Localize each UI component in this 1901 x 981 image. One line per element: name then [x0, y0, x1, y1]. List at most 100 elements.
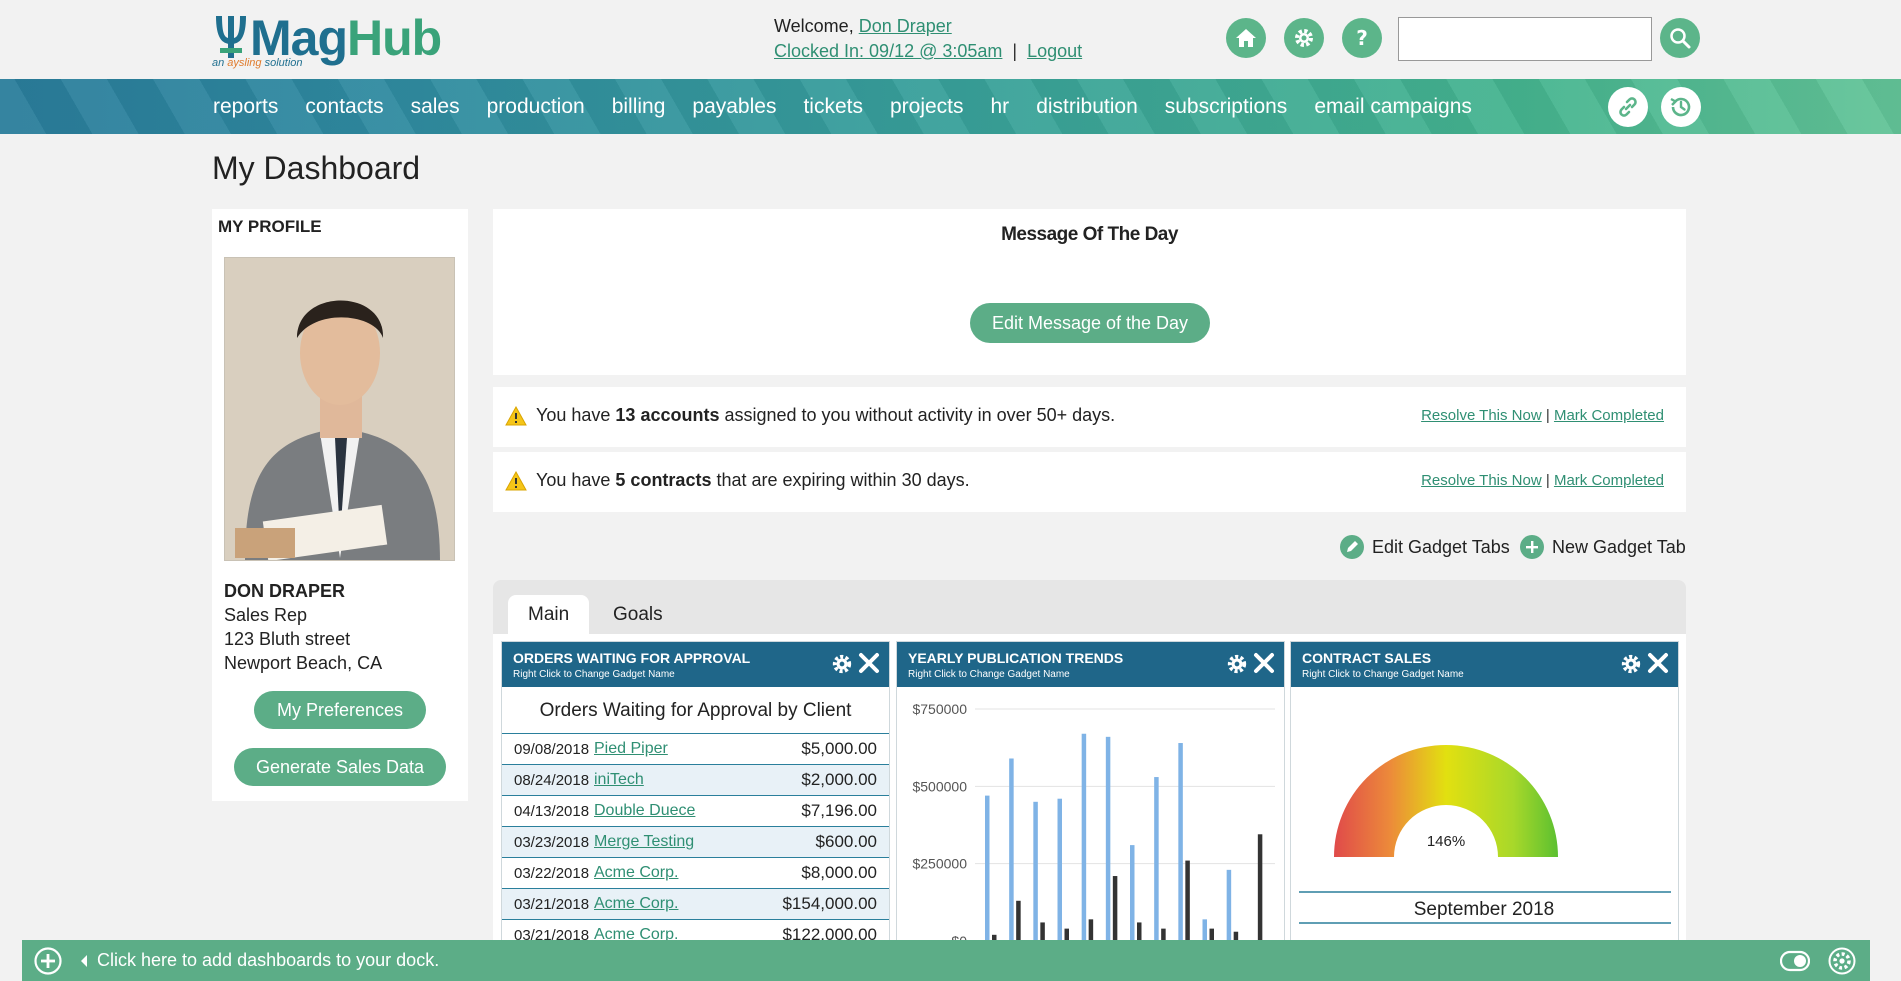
- gear-icon[interactable]: [831, 653, 853, 675]
- profile-heading: MY PROFILE: [218, 217, 322, 236]
- order-client-link[interactable]: Double Duece: [594, 802, 696, 819]
- gear-icon[interactable]: [1828, 947, 1856, 975]
- top-header: MagHub an aysling solution Welcome, Don …: [0, 0, 1901, 79]
- logout-link[interactable]: Logout: [1027, 41, 1083, 61]
- bar-series1[interactable]: [1202, 919, 1208, 940]
- close-icon[interactable]: [1252, 651, 1276, 675]
- order-client-link[interactable]: Pied Piper: [594, 740, 668, 757]
- maghub-logo[interactable]: MagHub an aysling solution: [210, 10, 442, 72]
- nav-item-hr[interactable]: hr: [990, 94, 1010, 118]
- alert-accounts: You have 13 accounts assigned to you wit…: [493, 387, 1686, 447]
- dashboard-dock[interactable]: Click here to add dashboards to your doc…: [22, 940, 1870, 981]
- nav-item-email-campaigns[interactable]: email campaigns: [1314, 94, 1472, 118]
- generate-sales-data-button[interactable]: Generate Sales Data: [234, 748, 446, 786]
- publication-trends-gadget: YEARLY PUBLICATION TRENDS Right Click to…: [896, 641, 1285, 941]
- alert-contracts: You have 5 contracts that are expiring w…: [493, 452, 1686, 512]
- resolve-link[interactable]: Resolve This Now: [1421, 407, 1542, 424]
- alert-actions: Resolve This Now | Mark Completed: [1421, 407, 1664, 424]
- bar-series2[interactable]: [1209, 928, 1215, 940]
- bar-series2[interactable]: [1185, 860, 1190, 940]
- mark-completed-link[interactable]: Mark Completed: [1553, 407, 1664, 424]
- edit-motd-button[interactable]: Edit Message of the Day: [970, 303, 1210, 343]
- nav-item-projects[interactable]: projects: [889, 94, 964, 118]
- search-input[interactable]: [1398, 17, 1652, 61]
- orders-heading: Orders Waiting for Approval by Client: [502, 700, 889, 734]
- nav-item-sales[interactable]: sales: [410, 94, 460, 118]
- bar-series1[interactable]: [1057, 798, 1063, 940]
- gadget-header[interactable]: YEARLY PUBLICATION TRENDS Right Click to…: [897, 642, 1284, 687]
- home-button[interactable]: [1226, 18, 1266, 58]
- close-icon[interactable]: [1646, 651, 1670, 675]
- toggle-icon[interactable]: [1780, 949, 1810, 973]
- search-button[interactable]: [1660, 18, 1700, 58]
- links-button[interactable]: [1608, 87, 1648, 127]
- bar-series1[interactable]: [985, 795, 990, 940]
- bar-series1[interactable]: [1081, 733, 1087, 940]
- new-gadget-tab-button[interactable]: New Gadget Tab: [1520, 535, 1686, 559]
- my-preferences-button[interactable]: My Preferences: [254, 691, 426, 729]
- order-amount: $154,000.00: [782, 894, 877, 913]
- tab-main[interactable]: Main: [508, 595, 590, 635]
- close-icon[interactable]: [857, 651, 881, 675]
- y-tick-label: $500000: [912, 778, 967, 794]
- main-nav: reports contacts sales production billing pay…: [0, 79, 1901, 134]
- user-name-link[interactable]: Don Draper: [858, 16, 952, 36]
- nav-item-subscriptions[interactable]: subscriptions: [1164, 94, 1288, 118]
- bar-series2[interactable]: [1257, 834, 1263, 940]
- motd-title: Message Of The Day: [1001, 224, 1178, 245]
- welcome-prefix: Welcome,: [774, 16, 859, 36]
- bar-series1[interactable]: [1130, 845, 1135, 940]
- alert-post: that are expiring within 30 days.: [711, 470, 970, 490]
- order-client-link[interactable]: Acme Corp.: [594, 926, 679, 941]
- alert-pre: You have: [536, 405, 616, 425]
- clocked-in-link[interactable]: Clocked In: 09/12 @ 3:05am: [774, 41, 1003, 61]
- bar-series2[interactable]: [1137, 922, 1142, 940]
- mark-completed-link[interactable]: Mark Completed: [1553, 472, 1664, 489]
- nav-item-distribution[interactable]: distribution: [1036, 94, 1138, 118]
- bar-series1[interactable]: [1033, 801, 1038, 940]
- bar-series1[interactable]: [1105, 736, 1111, 940]
- bar-series1[interactable]: [1226, 869, 1232, 940]
- nav-item-production[interactable]: production: [486, 94, 585, 118]
- dock-text: Click here to add dashboards to your doc…: [97, 950, 440, 970]
- gear-icon[interactable]: [1620, 653, 1642, 675]
- pencil-icon: [1340, 535, 1364, 559]
- order-client-link[interactable]: Acme Corp.: [594, 864, 679, 881]
- order-client-link[interactable]: iniTech: [594, 771, 644, 788]
- bar-series2[interactable]: [1161, 928, 1166, 940]
- tab-goals[interactable]: Goals: [613, 604, 663, 625]
- order-client-link[interactable]: Merge Testing: [594, 833, 695, 850]
- order-date: 03/23/2018: [514, 834, 590, 851]
- help-button[interactable]: ?: [1342, 18, 1382, 58]
- bar-series2[interactable]: [1064, 928, 1070, 940]
- gadget-subtitle: Right Click to Change Gadget Name: [513, 669, 675, 680]
- tagline-b: aysling: [227, 57, 262, 69]
- order-client-link[interactable]: Acme Corp.: [594, 895, 679, 912]
- bar-series2[interactable]: [1088, 919, 1094, 940]
- bar-series1[interactable]: [1154, 777, 1159, 940]
- bar-series1[interactable]: [1178, 743, 1183, 940]
- nav-item-payables[interactable]: payables: [692, 94, 777, 118]
- nav-item-contacts[interactable]: contacts: [305, 94, 384, 118]
- edit-gadget-tabs-button[interactable]: Edit Gadget Tabs: [1340, 535, 1510, 559]
- bar-series2[interactable]: [992, 934, 997, 940]
- nav-item-billing[interactable]: billing: [611, 94, 666, 118]
- y-tick-label: $750000: [912, 701, 967, 717]
- gear-icon[interactable]: [1226, 653, 1248, 675]
- add-circle-icon[interactable]: [34, 947, 62, 975]
- bar-series1[interactable]: [1009, 758, 1014, 940]
- resolve-link[interactable]: Resolve This Now: [1421, 472, 1542, 489]
- history-button[interactable]: [1661, 87, 1701, 127]
- bar-series2[interactable]: [1233, 931, 1239, 940]
- nav-item-reports[interactable]: reports: [213, 94, 279, 118]
- bar-series2[interactable]: [1040, 922, 1045, 940]
- bar-series2[interactable]: [1016, 900, 1021, 940]
- order-amount: $122,000.00: [782, 925, 877, 941]
- table-row: 09/08/2018 Pied Piper $5,000.00: [502, 734, 889, 765]
- gadget-header[interactable]: CONTRACT SALES Right Click to Change Gad…: [1291, 642, 1678, 687]
- gadget-header[interactable]: ORDERS WAITING FOR APPROVAL Right Click …: [502, 642, 889, 687]
- bar-series2[interactable]: [1112, 876, 1118, 940]
- y-tick-label: $0: [951, 933, 967, 940]
- nav-item-tickets[interactable]: tickets: [803, 94, 863, 118]
- settings-button[interactable]: [1284, 18, 1324, 58]
